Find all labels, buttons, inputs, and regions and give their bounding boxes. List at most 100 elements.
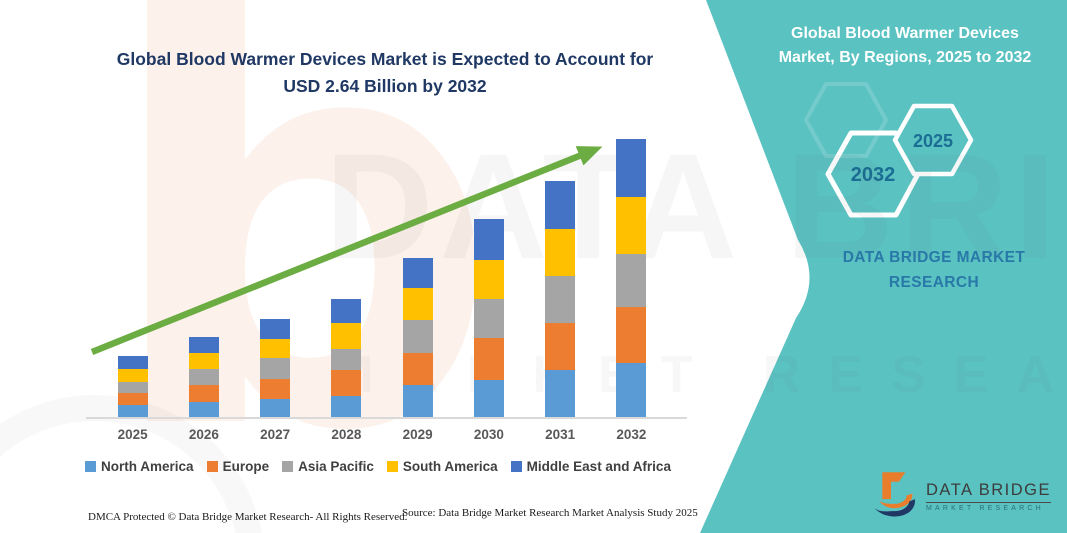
bar-segment-2031-north-america: [545, 370, 576, 418]
bar-segment-2027-asia-pacific: [260, 358, 291, 379]
bar-segment-2027-middle-east-and-africa: [260, 319, 291, 339]
legend-item-north-america: North America: [85, 459, 194, 474]
bar-segment-2032-south-america: [616, 197, 647, 254]
legend-label: Middle East and Africa: [526, 459, 671, 474]
bar-segment-2029-north-america: [402, 385, 433, 418]
bar-segment-2028-asia-pacific: [331, 349, 362, 370]
bar-segment-2030-asia-pacific: [473, 299, 504, 338]
brand-wordmark-line1: DATA BRIDGE MARKET: [842, 249, 1026, 266]
legend-swatch: [206, 461, 218, 472]
brand-wordmark-line2: RESEARCH: [888, 273, 980, 291]
x-axis-label-2026: 2026: [188, 427, 219, 442]
bar-segment-2025-north-america: [117, 405, 148, 418]
bar-segment-2029-south-america: [402, 288, 433, 320]
legend-item-europe: Europe: [206, 459, 270, 474]
watermark-hexagon-outline: [804, 82, 888, 158]
legend-swatch: [386, 461, 398, 472]
teal-panel-shape: [700, 0, 1067, 533]
bar-segment-2032-europe: [616, 307, 647, 363]
x-axis-label-2027: 2027: [260, 427, 291, 442]
bar-segment-2025-south-america: [117, 369, 148, 382]
chart-title-line2: USD 2.64 Billion by 2032: [283, 76, 487, 97]
hexagon-2025-label: 2025: [913, 131, 953, 151]
stacked-bar-2031: [545, 181, 576, 418]
chart-title: Global Blood Warmer Devices Market is Ex…: [100, 46, 670, 100]
bar-segment-2026-europe: [188, 385, 219, 402]
bar-segment-2029-middle-east-and-africa: [402, 258, 433, 288]
bar-segment-2028-south-america: [331, 323, 362, 349]
bar-segment-2028-europe: [331, 370, 362, 396]
bar-segment-2029-europe: [402, 353, 433, 385]
hexagon-2032-label: 2032: [851, 164, 896, 186]
side-panel-heading: Global Blood Warmer Devices Market, By R…: [755, 22, 1055, 70]
bar-segment-2025-europe: [117, 393, 148, 405]
bar-segment-2026-middle-east-and-africa: [188, 337, 219, 353]
stacked-bar-2027: [260, 319, 291, 418]
legend-label: North America: [101, 459, 194, 474]
legend-swatch: [85, 461, 97, 472]
bar-segment-2030-south-america: [473, 260, 504, 299]
bar-segment-2031-south-america: [545, 229, 576, 276]
bar-slot-2028: [311, 120, 382, 418]
bar-segment-2027-north-america: [260, 399, 291, 418]
chart-legend: North America Europe Asia Pacific South Ame…: [58, 459, 698, 474]
source-note: Source: Data Bridge Market Research Mark…: [402, 507, 698, 519]
bar-segment-2031-europe: [545, 323, 576, 370]
brand-wordmark: DATA BRIDGE MARKET RESEARCH: [808, 246, 1060, 296]
stacked-bar-2030: [473, 219, 504, 418]
bar-segment-2027-south-america: [260, 339, 291, 358]
stacked-bar-2032: [616, 139, 647, 418]
bar-segment-2029-asia-pacific: [402, 320, 433, 353]
bar-slot-2030: [453, 120, 524, 418]
hexagon-2025-shape: [892, 103, 974, 177]
company-logo-icon: [874, 472, 916, 517]
bar-slot-2032: [596, 120, 667, 418]
x-axis-label-2032: 2032: [616, 427, 647, 442]
bar-segment-2026-north-america: [188, 402, 219, 418]
x-axis-labels: 2025 2026 2027 2028 2029 2030 2031 2032: [97, 427, 667, 442]
bar-segment-2028-north-america: [331, 396, 362, 418]
x-axis-label-2029: 2029: [402, 427, 433, 442]
stacked-bar-2029: [402, 258, 433, 418]
bar-segment-2026-south-america: [188, 353, 219, 369]
bar-segment-2032-middle-east-and-africa: [616, 139, 647, 197]
bar-segment-2031-asia-pacific: [545, 276, 576, 323]
legend-swatch: [510, 461, 522, 472]
bar-slot-2031: [525, 120, 596, 418]
bar-segment-2032-asia-pacific: [616, 254, 647, 307]
stacked-bar-chart: [97, 120, 667, 418]
legend-item-middle-east-and-africa: Middle East and Africa: [510, 459, 671, 474]
bar-segment-2031-middle-east-and-africa: [545, 181, 576, 229]
stacked-bar-2028: [331, 299, 362, 418]
chart-title-line1: Global Blood Warmer Devices Market is Ex…: [116, 49, 654, 69]
logo-name: DATA BRIDGE: [926, 481, 1051, 503]
bar-segment-2025-middle-east-and-africa: [117, 356, 148, 369]
bar-segment-2028-middle-east-and-africa: [331, 299, 362, 323]
bar-slot-2029: [382, 120, 453, 418]
side-panel-heading-line1: Global Blood Warmer Devices: [791, 25, 1019, 42]
bar-segment-2030-europe: [473, 338, 504, 380]
side-panel-heading-line2: Market, By Regions, 2025 to 2032: [778, 49, 1032, 66]
bar-segment-2027-europe: [260, 379, 291, 399]
stacked-bar-2026: [188, 337, 219, 418]
x-axis-label-2030: 2030: [473, 427, 504, 442]
bar-slot-2027: [240, 120, 311, 418]
x-axis-label-2031: 2031: [545, 427, 576, 442]
legend-swatch: [282, 461, 294, 472]
x-axis-label-2025: 2025: [117, 427, 148, 442]
stacked-bar-2025: [117, 356, 148, 418]
x-axis-line: [86, 417, 687, 419]
bar-segment-2030-middle-east-and-africa: [473, 219, 504, 260]
bar-segment-2030-north-america: [473, 380, 504, 418]
bar-slot-2026: [168, 120, 239, 418]
x-axis-label-2028: 2028: [331, 427, 362, 442]
legend-item-south-america: South America: [386, 459, 498, 474]
bar-slot-2025: [97, 120, 168, 418]
legend-label: Asia Pacific: [298, 459, 374, 474]
legend-label: Europe: [222, 459, 270, 474]
legend-item-asia-pacific: Asia Pacific: [282, 459, 374, 474]
bar-segment-2025-asia-pacific: [117, 382, 148, 393]
bar-segment-2032-north-america: [616, 363, 647, 418]
bar-segment-2026-asia-pacific: [188, 369, 219, 385]
